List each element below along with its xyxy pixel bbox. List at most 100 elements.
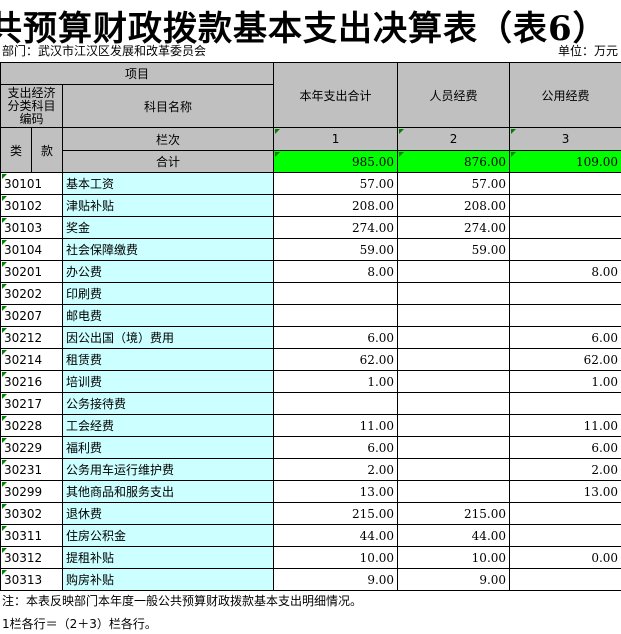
header-total-column-cell[interactable]: 本年支出合计 <box>273 62 399 128</box>
subject-name-cell[interactable]: 工会经费 <box>61 414 275 437</box>
expense-code-cell[interactable]: 30102 <box>0 194 63 217</box>
total-value-cell[interactable]: 62.00 <box>273 348 399 371</box>
subject-name-cell[interactable]: 社会保障缴费 <box>61 238 275 261</box>
header-public-column-cell[interactable]: 公用经费 <box>509 62 621 128</box>
public-value-cell[interactable] <box>509 238 621 261</box>
personnel-value-cell[interactable]: 9.00 <box>397 568 511 591</box>
column-index-3-cell[interactable]: 3 <box>509 127 621 151</box>
total-value-cell[interactable]: 208.00 <box>273 194 399 217</box>
public-value-cell[interactable]: 13.00 <box>509 480 621 503</box>
personnel-value-cell[interactable] <box>397 282 511 305</box>
total-value-cell[interactable] <box>273 304 399 327</box>
public-value-cell[interactable]: 11.00 <box>509 414 621 437</box>
personnel-value-cell[interactable]: 215.00 <box>397 502 511 525</box>
expense-code-cell[interactable]: 30313 <box>0 568 63 591</box>
subject-name-cell[interactable]: 福利费 <box>61 436 275 459</box>
personnel-value-cell[interactable] <box>397 260 511 283</box>
expense-code-cell[interactable]: 30202 <box>0 282 63 305</box>
subject-name-cell[interactable]: 因公出国（境）费用 <box>61 326 275 349</box>
total-value-cell[interactable]: 2.00 <box>273 458 399 481</box>
personnel-value-cell[interactable]: 274.00 <box>397 216 511 239</box>
total-value-cell[interactable]: 6.00 <box>273 436 399 459</box>
subject-name-cell[interactable]: 购房补贴 <box>61 568 275 591</box>
public-value-cell[interactable] <box>509 392 621 415</box>
expense-code-cell[interactable]: 30103 <box>0 216 63 239</box>
subject-name-cell[interactable]: 其他商品和服务支出 <box>61 480 275 503</box>
public-value-cell[interactable]: 0.00 <box>509 546 621 569</box>
public-value-cell[interactable]: 6.00 <box>509 436 621 459</box>
subject-name-cell[interactable]: 奖金 <box>61 216 275 239</box>
personnel-value-cell[interactable] <box>397 414 511 437</box>
expense-code-cell[interactable]: 30229 <box>0 436 63 459</box>
personnel-value-cell[interactable] <box>397 480 511 503</box>
total-value-cell[interactable]: 274.00 <box>273 216 399 239</box>
header-expense-code-cell[interactable]: 支出经济分类科目编码 <box>0 84 63 128</box>
column-index-2-cell[interactable]: 2 <box>397 127 511 151</box>
header-project-cell[interactable]: 项目 <box>0 62 275 85</box>
total-value-cell[interactable]: 10.00 <box>273 546 399 569</box>
personnel-value-cell[interactable] <box>397 304 511 327</box>
subject-name-cell[interactable]: 公务用车运行维护费 <box>61 458 275 481</box>
subject-name-cell[interactable]: 基本工资 <box>61 172 275 195</box>
total-value-cell[interactable]: 8.00 <box>273 260 399 283</box>
expense-code-cell[interactable]: 30311 <box>0 524 63 547</box>
expense-code-cell[interactable]: 30231 <box>0 458 63 481</box>
total-value-cell[interactable]: 44.00 <box>273 524 399 547</box>
subject-name-cell[interactable]: 印刷费 <box>61 282 275 305</box>
total-label-cell[interactable]: 合计 <box>61 150 275 173</box>
subject-name-cell[interactable]: 津贴补贴 <box>61 194 275 217</box>
total-value-cell[interactable]: 1.00 <box>273 370 399 393</box>
personnel-value-cell[interactable] <box>397 436 511 459</box>
total-personnel-cell[interactable]: 876.00 <box>397 150 511 173</box>
expense-code-cell[interactable]: 30207 <box>0 304 63 327</box>
personnel-value-cell[interactable] <box>397 458 511 481</box>
expense-code-cell[interactable]: 30216 <box>0 370 63 393</box>
expense-code-cell[interactable]: 30212 <box>0 326 63 349</box>
personnel-value-cell[interactable]: 44.00 <box>397 524 511 547</box>
subject-name-cell[interactable]: 办公费 <box>61 260 275 283</box>
public-value-cell[interactable] <box>509 304 621 327</box>
public-value-cell[interactable] <box>509 524 621 547</box>
public-value-cell[interactable] <box>509 194 621 217</box>
header-section-cell[interactable]: 款 <box>31 127 63 173</box>
subject-name-cell[interactable]: 邮电费 <box>61 304 275 327</box>
expense-code-cell[interactable]: 30312 <box>0 546 63 569</box>
total-value-cell[interactable]: 11.00 <box>273 414 399 437</box>
expense-code-cell[interactable]: 30201 <box>0 260 63 283</box>
personnel-value-cell[interactable] <box>397 348 511 371</box>
subject-name-cell[interactable]: 公务接待费 <box>61 392 275 415</box>
public-value-cell[interactable]: 8.00 <box>509 260 621 283</box>
personnel-value-cell[interactable]: 208.00 <box>397 194 511 217</box>
personnel-value-cell[interactable] <box>397 392 511 415</box>
header-subject-name-cell[interactable]: 科目名称 <box>61 84 275 128</box>
expense-code-cell[interactable]: 30217 <box>0 392 63 415</box>
total-value-cell[interactable]: 13.00 <box>273 480 399 503</box>
total-value-cell[interactable]: 6.00 <box>273 326 399 349</box>
total-value-cell[interactable]: 215.00 <box>273 502 399 525</box>
total-value-cell[interactable] <box>273 392 399 415</box>
column-index-1-cell[interactable]: 1 <box>273 127 399 151</box>
expense-code-cell[interactable]: 30214 <box>0 348 63 371</box>
subject-name-cell[interactable]: 租赁费 <box>61 348 275 371</box>
expense-code-cell[interactable]: 30302 <box>0 502 63 525</box>
public-value-cell[interactable] <box>509 502 621 525</box>
personnel-value-cell[interactable]: 10.00 <box>397 546 511 569</box>
header-personnel-column-cell[interactable]: 人员经费 <box>397 62 511 128</box>
subject-name-cell[interactable]: 提租补贴 <box>61 546 275 569</box>
total-value-cell[interactable]: 57.00 <box>273 172 399 195</box>
subject-name-cell[interactable]: 培训费 <box>61 370 275 393</box>
public-value-cell[interactable]: 62.00 <box>509 348 621 371</box>
personnel-value-cell[interactable] <box>397 326 511 349</box>
public-value-cell[interactable] <box>509 282 621 305</box>
public-value-cell[interactable] <box>509 172 621 195</box>
expense-code-cell[interactable]: 30228 <box>0 414 63 437</box>
personnel-value-cell[interactable]: 57.00 <box>397 172 511 195</box>
expense-code-cell[interactable]: 30299 <box>0 480 63 503</box>
header-column-index-cell[interactable]: 栏次 <box>61 127 275 151</box>
public-value-cell[interactable]: 2.00 <box>509 458 621 481</box>
personnel-value-cell[interactable] <box>397 370 511 393</box>
subject-name-cell[interactable]: 住房公积金 <box>61 524 275 547</box>
total-public-cell[interactable]: 109.00 <box>509 150 621 173</box>
total-value-cell[interactable]: 59.00 <box>273 238 399 261</box>
personnel-value-cell[interactable]: 59.00 <box>397 238 511 261</box>
